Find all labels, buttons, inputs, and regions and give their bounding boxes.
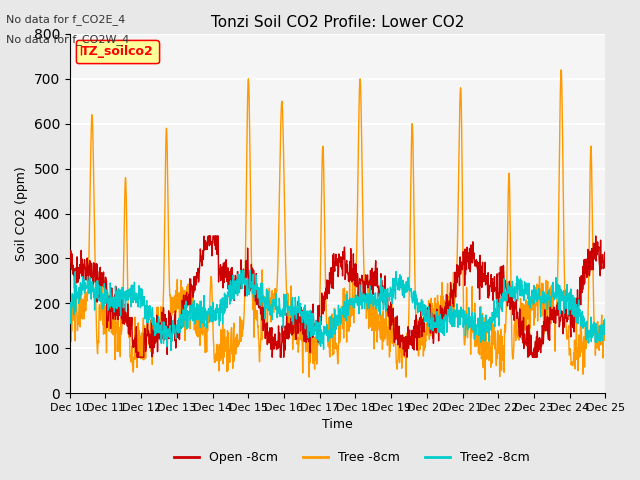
Y-axis label: Soil CO2 (ppm): Soil CO2 (ppm) [15,166,28,261]
X-axis label: Time: Time [322,419,353,432]
Text: No data for f_CO2E_4: No data for f_CO2E_4 [6,14,125,25]
Legend: TZ_soilco2: TZ_soilco2 [76,40,159,63]
Legend: Open -8cm, Tree -8cm, Tree2 -8cm: Open -8cm, Tree -8cm, Tree2 -8cm [169,446,535,469]
Text: No data for f_CO2W_4: No data for f_CO2W_4 [6,34,130,45]
Title: Tonzi Soil CO2 Profile: Lower CO2: Tonzi Soil CO2 Profile: Lower CO2 [211,15,464,30]
